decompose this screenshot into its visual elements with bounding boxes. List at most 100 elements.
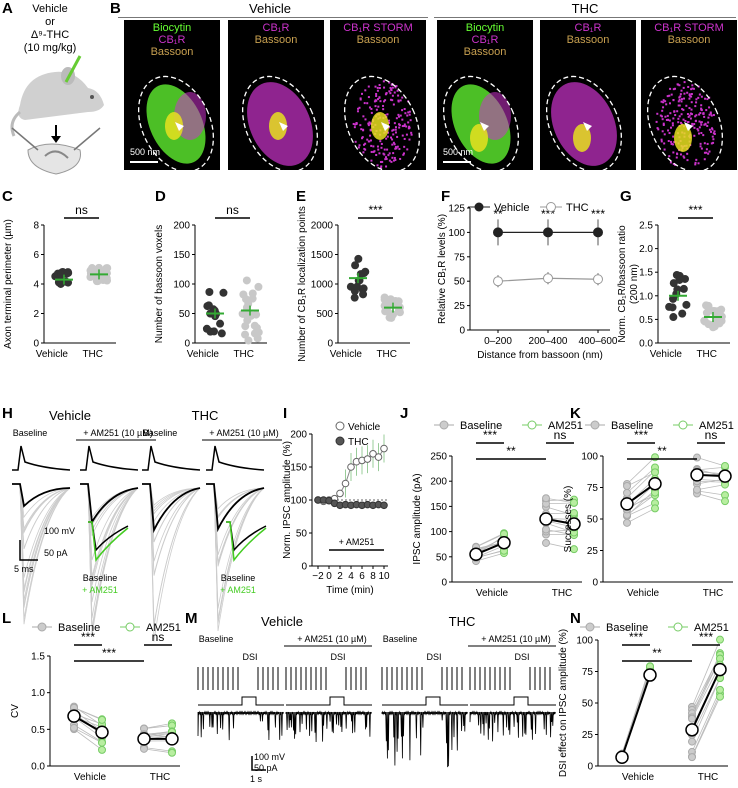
- storm-point: [670, 140, 673, 143]
- storm-point: [664, 100, 667, 103]
- storm-point: [359, 124, 362, 127]
- storm-point: [369, 139, 372, 142]
- panel-b-vehicle-header: Vehicle: [249, 1, 291, 16]
- x-tick-label: THC: [150, 772, 171, 783]
- panel-label-g: G: [620, 188, 632, 205]
- storm-point: [678, 98, 681, 101]
- storm-point: [683, 97, 686, 100]
- storm-point: [394, 158, 397, 161]
- storm-point: [394, 146, 397, 149]
- storm-point: [398, 123, 401, 126]
- dot-plots-cdeg: 0 2 4 6 8 Axon terminal perimeter (µm) Vehicle…: [3, 203, 730, 362]
- y-tick-label: 500: [316, 309, 333, 320]
- storm-point: [690, 108, 693, 111]
- x-axis-label: Time (min): [326, 585, 373, 596]
- storm-point: [695, 158, 698, 161]
- legend-marker: [673, 622, 683, 632]
- sweep-trace: [142, 483, 201, 626]
- storm-point: [405, 133, 408, 136]
- y-tick-label: 0.5: [31, 725, 45, 736]
- pair-line: [545, 502, 575, 505]
- storm-point: [386, 148, 389, 151]
- storm-point: [401, 118, 404, 121]
- storm-point: [382, 80, 385, 83]
- micrograph-caption: CB₁R Bassoon: [540, 22, 636, 46]
- bassoon-signal: [674, 124, 692, 152]
- storm-point: [399, 99, 402, 102]
- series-point: [369, 450, 377, 458]
- pair-line: [691, 639, 721, 708]
- storm-point: [678, 115, 681, 118]
- storm-point: [403, 123, 406, 126]
- am251-mean: [95, 725, 109, 740]
- storm-point: [391, 94, 394, 97]
- caption-line: Bassoon: [667, 34, 711, 46]
- x-tick-label: 400–600: [579, 336, 618, 347]
- storm-point: [663, 148, 666, 151]
- y-tick-label: 0: [441, 578, 447, 589]
- baseline-mean: [67, 709, 81, 723]
- storm-point: [690, 113, 693, 116]
- storm-point: [663, 142, 666, 145]
- bassoon-signal: [470, 124, 488, 152]
- storm-point: [688, 114, 691, 117]
- storm-point: [662, 99, 665, 102]
- condition-label: Baseline: [383, 634, 418, 644]
- condition-label: Baseline: [13, 428, 48, 438]
- storm-point: [660, 140, 663, 143]
- storm-point: [665, 118, 668, 121]
- am251-mean: [713, 662, 727, 677]
- storm-point: [375, 92, 378, 95]
- storm-point: [677, 100, 680, 103]
- ipsc-trace: [285, 710, 372, 743]
- data-point: [702, 308, 711, 317]
- x-tick-label: THC: [698, 772, 719, 783]
- storm-point: [706, 98, 709, 101]
- storm-point: [674, 87, 677, 90]
- storm-point: [704, 97, 707, 100]
- scale-label: 100 mV: [254, 752, 285, 762]
- y-tick-label: 100: [576, 636, 593, 647]
- y-tick-label: 0: [592, 578, 598, 589]
- storm-point: [396, 89, 399, 92]
- storm-point: [394, 128, 397, 131]
- storm-point: [387, 154, 390, 157]
- storm-point: [380, 142, 383, 145]
- storm-point: [662, 122, 665, 125]
- pair-line: [545, 497, 575, 504]
- panel-label-m: M: [185, 610, 198, 627]
- storm-point: [397, 113, 400, 116]
- storm-point: [668, 155, 671, 158]
- micrograph-caption: Biocytin CB₁R Bassoon: [437, 22, 533, 58]
- baseline-mean: [469, 547, 483, 562]
- storm-point: [668, 119, 671, 122]
- storm-point: [359, 98, 362, 101]
- storm-point: [380, 165, 383, 168]
- storm-point: [406, 148, 409, 151]
- storm-point: [376, 89, 379, 92]
- storm-point: [700, 104, 703, 107]
- storm-point: [691, 87, 694, 90]
- storm-point: [391, 143, 394, 146]
- pair-line: [143, 731, 173, 735]
- storm-point: [385, 165, 388, 168]
- y-tick-label: 200: [290, 430, 307, 441]
- micrograph-thc-conf: CB₁R Bassoon: [540, 20, 636, 170]
- baseline-point: [693, 453, 701, 462]
- storm-point: [662, 101, 665, 104]
- storm-point: [682, 86, 685, 89]
- y-tick-label: 0: [459, 326, 465, 337]
- data-point: [675, 275, 684, 284]
- sweep-trace: [206, 483, 265, 623]
- storm-point: [401, 96, 404, 99]
- caption-line: CB₁R: [158, 34, 186, 46]
- storm-point: [662, 123, 665, 126]
- pair-line: [545, 529, 575, 536]
- pair-line: [696, 466, 726, 471]
- storm-point: [711, 128, 714, 131]
- storm-point: [403, 124, 406, 127]
- storm-point: [398, 148, 401, 151]
- sweep-trace: [142, 483, 201, 575]
- sweep-trace: [12, 483, 71, 534]
- storm-point: [700, 131, 703, 134]
